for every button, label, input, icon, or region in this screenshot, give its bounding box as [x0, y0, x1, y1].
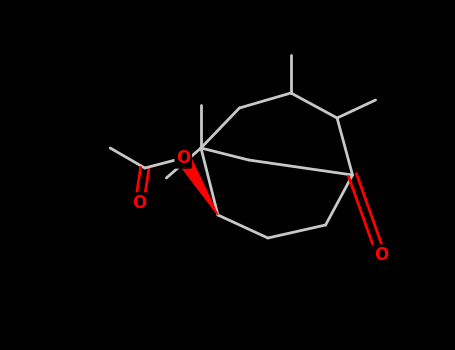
- Text: O: O: [132, 194, 147, 212]
- Polygon shape: [177, 154, 218, 215]
- Text: O: O: [176, 149, 190, 167]
- Text: O: O: [374, 246, 388, 264]
